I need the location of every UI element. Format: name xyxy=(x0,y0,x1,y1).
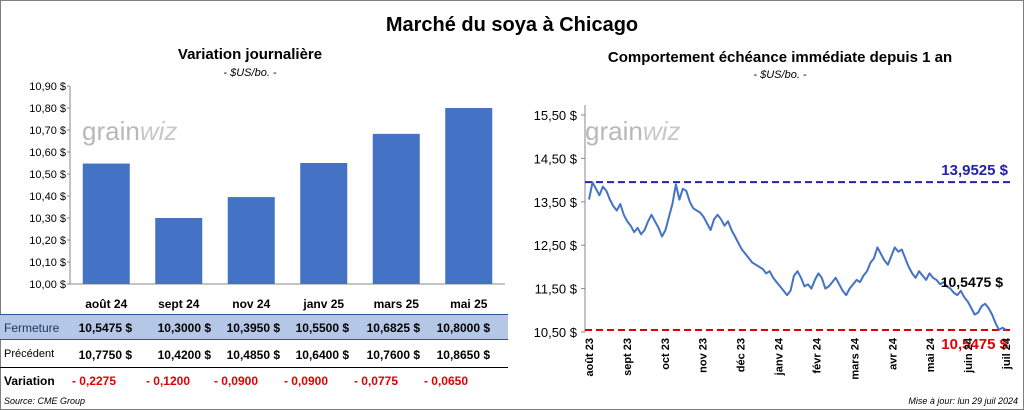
source-note: Source: CME Group xyxy=(4,396,86,406)
watermark-logo: grainwiz xyxy=(585,116,680,146)
bar xyxy=(82,163,130,284)
y-tick-label: 10,60 $ xyxy=(29,147,66,159)
line-chart: 10,50 $ 11,50 $ 12,50 $ 13,50 $ 14,50 $ 15,50… xyxy=(534,105,1013,380)
bar xyxy=(372,133,420,284)
y-tick-label: 11,50 $ xyxy=(535,282,578,297)
fermeture-cell: 10,3000 $ xyxy=(157,321,211,335)
row-label-fermeture: Fermeture xyxy=(4,321,60,335)
x-tick-label: mai 24 xyxy=(925,337,937,372)
x-tick-label: oct 23 xyxy=(660,338,672,370)
right-chart-title: Comportement échéance immédiate depuis 1… xyxy=(607,49,953,66)
price-line xyxy=(588,181,1007,331)
variation-cell: - 0,2275 xyxy=(71,374,117,388)
fermeture-cell: 10,3950 $ xyxy=(226,321,280,335)
bar xyxy=(445,108,493,284)
y-tick-label: 10,80 $ xyxy=(29,103,66,115)
left-chart-unit: - $US/bo. - xyxy=(223,67,277,79)
precedent-cell: 10,6400 $ xyxy=(295,348,349,362)
x-tick-label: nov 24 xyxy=(232,297,270,311)
x-tick-label: mars 25 xyxy=(374,297,420,311)
y-tick-label: 10,00 $ xyxy=(29,279,66,291)
precedent-cell: 10,8650 $ xyxy=(436,348,490,362)
last-value-label: 10,5475 $ xyxy=(941,274,1003,290)
left-chart-title: Variation journalière xyxy=(177,46,323,63)
y-tick-label: 15,50 $ xyxy=(534,108,578,123)
y-tick-label: 10,10 $ xyxy=(29,257,66,269)
x-tick-label: nov 23 xyxy=(698,338,710,373)
table-row-fermeture: Fermeture 10,5475 $ 10,3000 $ 10,3950 $ … xyxy=(0,314,508,340)
bar xyxy=(227,197,275,284)
y-tick-label: 13,50 $ xyxy=(534,195,578,210)
table-row-precedent: Précédent 10,7750 $ 10,4200 $ 10,4850 $ … xyxy=(0,342,508,366)
update-note: Mise à jour: lun 29 juil 2024 xyxy=(908,396,1018,406)
precedent-cell: 10,7600 $ xyxy=(366,348,420,362)
x-tick-label: août 23 xyxy=(584,338,596,377)
x-tick-label: sept 23 xyxy=(622,338,634,376)
table-divider xyxy=(0,367,508,368)
row-label-variation: Variation xyxy=(4,374,55,388)
variation-cell: - 0,1200 xyxy=(145,374,191,388)
watermark-logo: grainwiz xyxy=(82,116,177,146)
fermeture-cell: 10,5500 $ xyxy=(295,321,349,335)
x-tick-label: juin 24 xyxy=(963,337,975,374)
variation-cell: - 0,0775 xyxy=(353,374,399,388)
fermeture-cell: 10,8000 $ xyxy=(436,321,490,335)
y-tick-label: 10,30 $ xyxy=(29,213,66,225)
x-tick-label: sept 24 xyxy=(158,297,200,311)
precedent-cell: 10,4850 $ xyxy=(226,348,280,362)
x-tick-label: mars 24 xyxy=(849,337,861,379)
variation-cell: - 0,0650 xyxy=(423,374,469,388)
x-tick-label: juil 24 xyxy=(1001,337,1013,370)
variation-cell: - 0,0900 xyxy=(283,374,329,388)
high-reference-label: 13,9525 $ xyxy=(941,162,1008,179)
right-chart-unit: - $US/bo. - xyxy=(753,69,807,81)
x-tick-label: janv 25 xyxy=(302,297,344,311)
bar xyxy=(300,163,348,284)
fermeture-cell: 10,5475 $ xyxy=(78,321,132,335)
main-title: Marché du soya à Chicago xyxy=(385,14,639,36)
y-tick-label: 10,50 $ xyxy=(534,325,578,340)
x-tick-label: déc 23 xyxy=(736,338,748,372)
y-tick-label: 12,50 $ xyxy=(534,238,578,253)
x-tick-label: mai 25 xyxy=(450,297,488,311)
bar xyxy=(155,218,203,284)
precedent-cell: 10,7750 $ xyxy=(78,348,132,362)
bar-chart: 10,00 $ 10,10 $ 10,20 $ 10,30 $ 10,40 $ 10,50… xyxy=(29,81,505,311)
y-tick-label: 10,50 $ xyxy=(29,169,66,181)
y-tick-label: 10,70 $ xyxy=(29,125,66,137)
y-tick-label: 10,40 $ xyxy=(29,191,66,203)
variation-cell: - 0,0900 xyxy=(213,374,259,388)
y-tick-label: 10,90 $ xyxy=(29,81,66,93)
table-row-variation: Variation - 0,2275 - 0,1200 - 0,0900 - 0… xyxy=(0,368,508,392)
row-label-precedent: Précédent xyxy=(4,348,55,360)
y-tick-label: 14,50 $ xyxy=(534,151,578,166)
low-reference-label: 10,5475 $ xyxy=(941,336,1008,353)
x-tick-label: août 24 xyxy=(85,297,127,311)
x-tick-label: févr 24 xyxy=(812,337,824,373)
y-tick-label: 10,20 $ xyxy=(29,235,66,247)
precedent-cell: 10,4200 $ xyxy=(157,348,211,362)
fermeture-cell: 10,6825 $ xyxy=(366,321,420,335)
x-tick-label: janv 24 xyxy=(774,337,786,376)
x-tick-label: avr 24 xyxy=(887,337,899,370)
